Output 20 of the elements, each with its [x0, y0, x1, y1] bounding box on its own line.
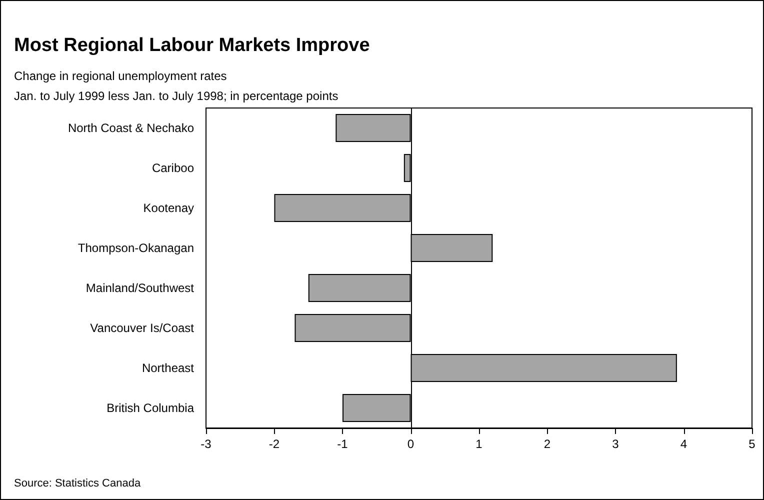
x-tick-label: 3	[612, 437, 620, 451]
y-tick-label: Thompson-Okanagan	[78, 241, 194, 255]
x-tick-label: 4	[680, 437, 688, 451]
source-note: Source: Statistics Canada	[14, 478, 142, 490]
chart-subtitle: Change in regional unemployment rates Jan. to July 1999 less Jan. to July 1998; in percentage points	[14, 69, 338, 103]
x-tick-label: 2	[544, 437, 551, 451]
y-tick-label: British Columbia	[106, 401, 194, 415]
y-tick-label: Cariboo	[152, 161, 194, 175]
x-tick-label: -3	[200, 437, 212, 451]
x-tick-label: -1	[337, 437, 348, 451]
y-tick-label: Mainland/Southwest	[86, 281, 195, 295]
y-tick-label: Vancouver Is/Coast	[90, 321, 195, 335]
y-tick-label: North Coast & Nechako	[68, 121, 194, 135]
x-tick-label: 5	[748, 437, 756, 451]
y-tick-label: Kootenay	[143, 201, 194, 215]
y-tick-label: Northeast	[142, 361, 195, 375]
x-tick-label: 0	[407, 437, 414, 451]
chart-title: Most Regional Labour Markets Improve	[14, 35, 370, 56]
x-tick-label: 1	[476, 437, 483, 451]
x-tick-label: -2	[268, 437, 280, 451]
